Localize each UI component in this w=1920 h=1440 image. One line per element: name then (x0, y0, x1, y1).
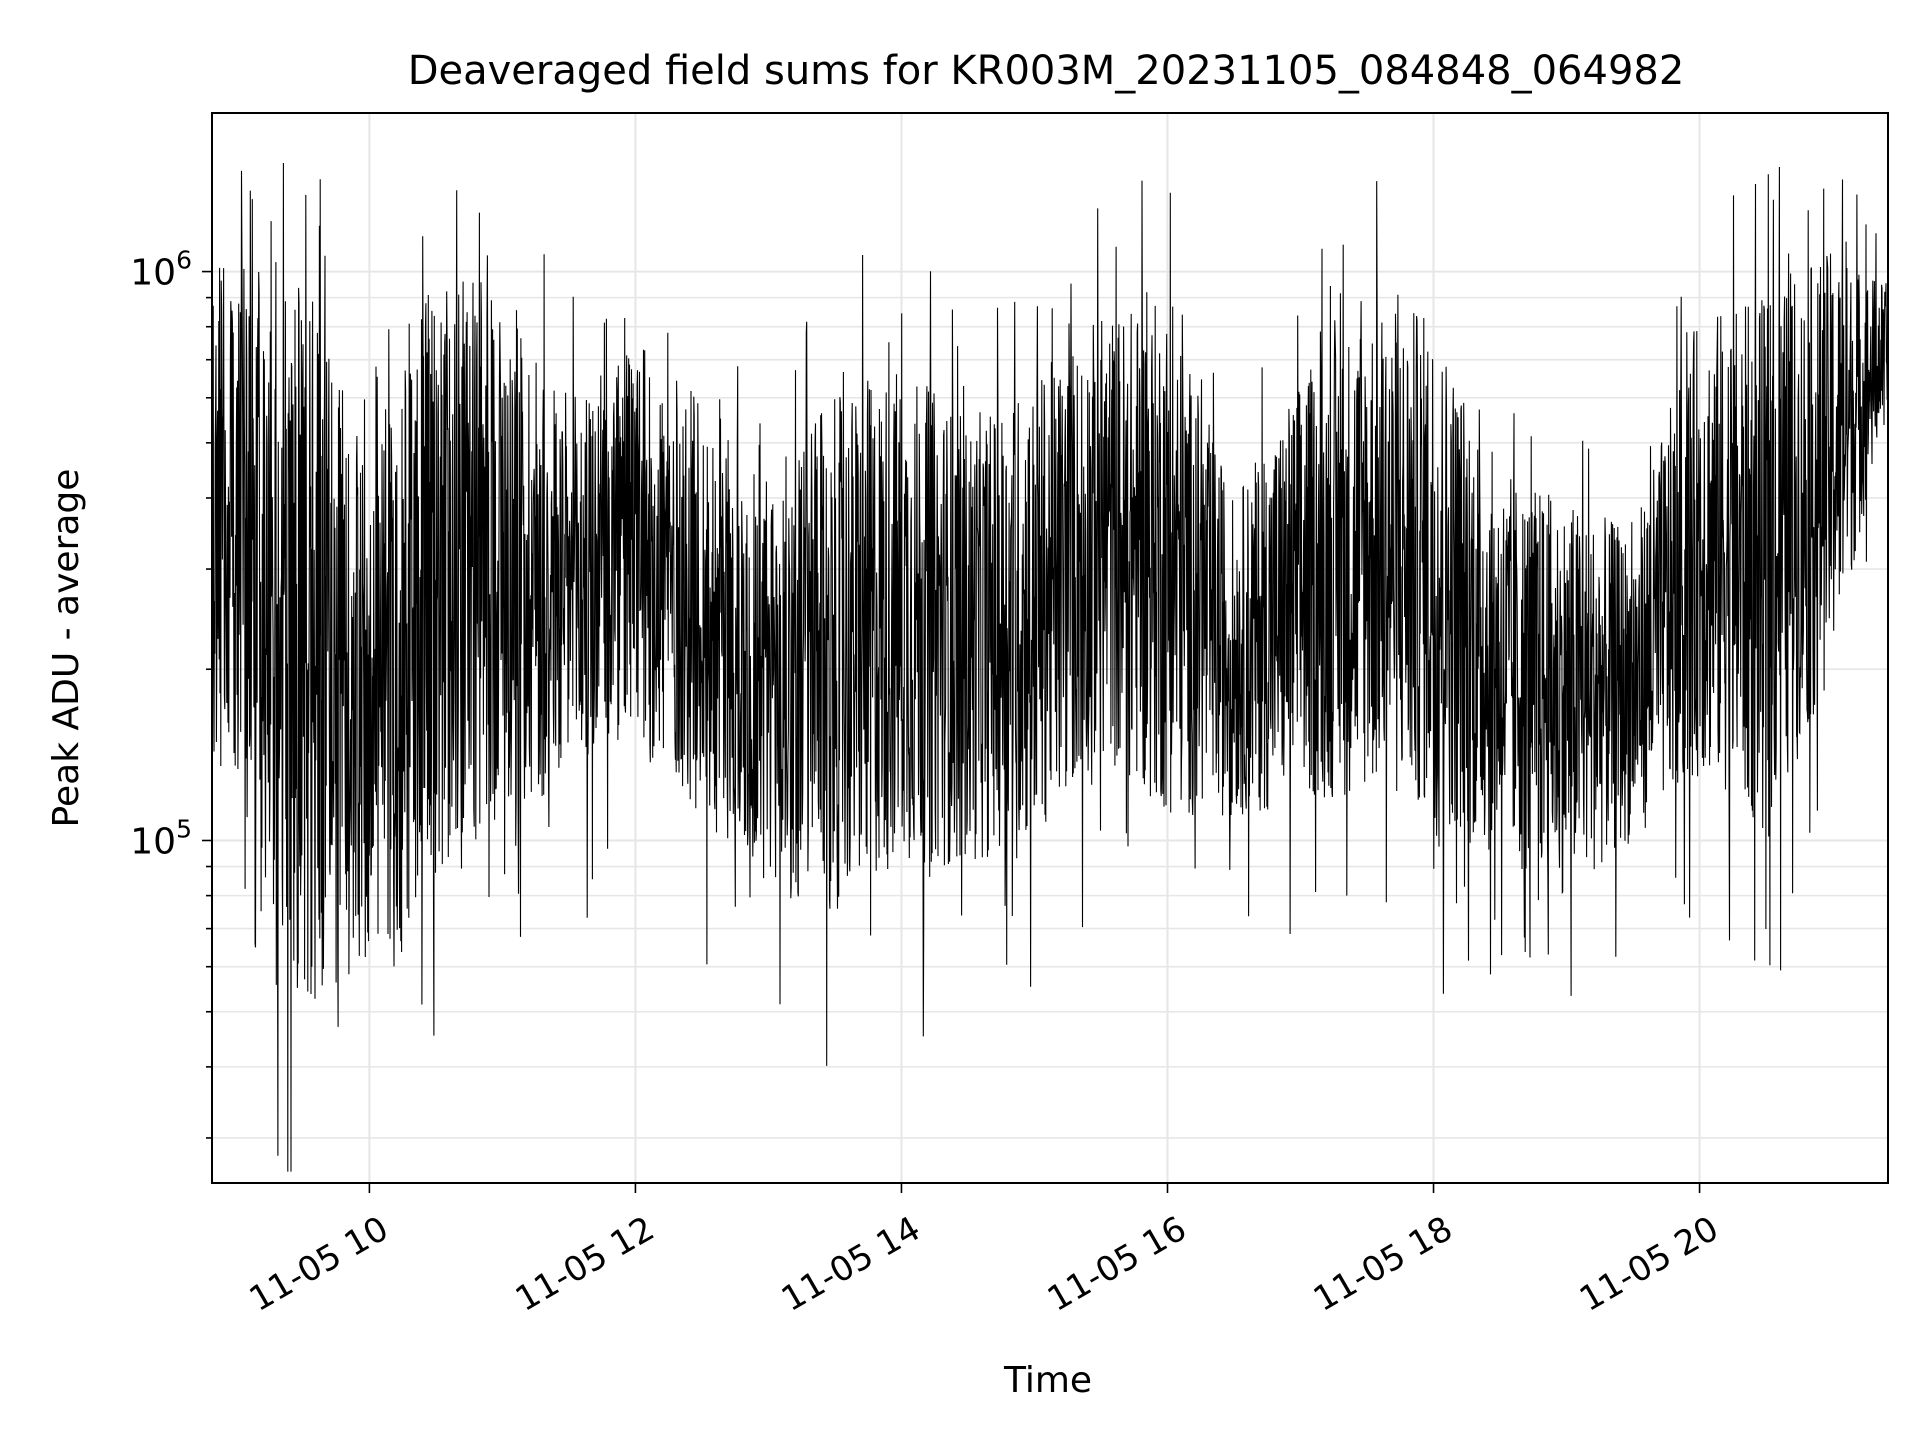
y-tick-label: 106 (130, 246, 192, 294)
x-axis-label: Time (1003, 1360, 1092, 1401)
y-tick-label: 105 (130, 814, 192, 862)
y-axis-label: Peak ADU - average (46, 469, 87, 828)
data-series (211, 162, 1889, 1172)
series-line (211, 162, 1889, 1172)
plot-frame (211, 112, 1889, 1184)
chart-title: Deaveraged field sums for KR003M_2023110… (408, 48, 1685, 94)
